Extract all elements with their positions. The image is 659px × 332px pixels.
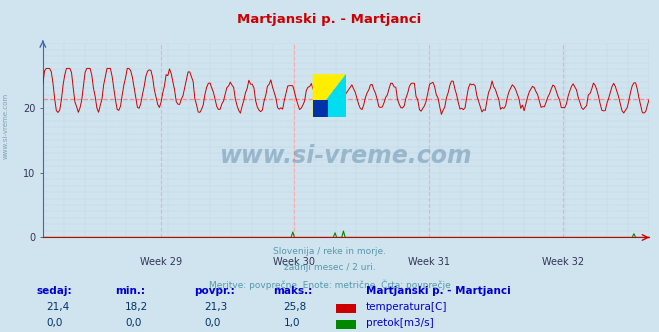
Text: 0,0: 0,0	[46, 318, 63, 328]
Text: 18,2: 18,2	[125, 302, 148, 312]
Text: 1,0: 1,0	[283, 318, 300, 328]
Text: temperatura[C]: temperatura[C]	[366, 302, 447, 312]
Text: pretok[m3/s]: pretok[m3/s]	[366, 318, 434, 328]
Text: povpr.:: povpr.:	[194, 286, 235, 296]
Text: Week 30: Week 30	[273, 257, 316, 267]
Text: 25,8: 25,8	[283, 302, 306, 312]
Text: Slovenija / reke in morje.: Slovenija / reke in morje.	[273, 247, 386, 256]
Text: Martjanski p. - Martjanci: Martjanski p. - Martjanci	[366, 286, 511, 296]
Bar	[312, 100, 328, 117]
Text: sedaj:: sedaj:	[36, 286, 72, 296]
Polygon shape	[312, 74, 346, 117]
Text: 0,0: 0,0	[204, 318, 221, 328]
Text: Meritve: povprečne  Enote: metrične  Črta: povprečje: Meritve: povprečne Enote: metrične Črta:…	[209, 279, 450, 290]
Text: www.si-vreme.com: www.si-vreme.com	[219, 144, 473, 168]
Text: min.:: min.:	[115, 286, 146, 296]
Text: Week 29: Week 29	[140, 257, 182, 267]
Text: 21,3: 21,3	[204, 302, 227, 312]
Text: www.si-vreme.com: www.si-vreme.com	[2, 93, 9, 159]
Text: 21,4: 21,4	[46, 302, 69, 312]
Text: Week 32: Week 32	[542, 257, 584, 267]
Text: 0,0: 0,0	[125, 318, 142, 328]
Text: Week 31: Week 31	[408, 257, 450, 267]
Text: Martjanski p. - Martjanci: Martjanski p. - Martjanci	[237, 13, 422, 26]
Text: zadnji mesec / 2 uri.: zadnji mesec / 2 uri.	[283, 263, 376, 272]
Text: maks.:: maks.:	[273, 286, 313, 296]
Polygon shape	[312, 74, 346, 117]
